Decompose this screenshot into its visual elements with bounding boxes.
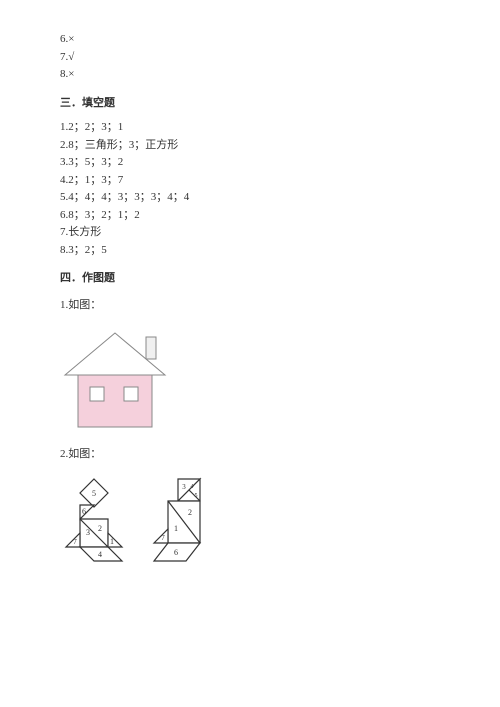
fill-answer: 7.长方形: [60, 224, 440, 241]
figure1-label: 1.如图：: [60, 297, 440, 314]
tf-answer: 8.×: [60, 66, 440, 83]
label: 3: [182, 483, 186, 491]
label: 7: [73, 538, 77, 546]
section3-title: 三．填空题: [60, 95, 440, 112]
label: 2: [98, 524, 102, 533]
chimney: [146, 337, 156, 359]
figure2-label: 2.如图：: [60, 446, 440, 463]
window-right: [124, 387, 138, 401]
label: 4: [98, 550, 102, 559]
section3-answers: 1.2；2；3；1 2.8；三角形；3；正方形 3.3；5；3；2 4.2；1；…: [60, 119, 440, 258]
fill-answer: 8.3；2；5: [60, 242, 440, 259]
fill-answer: 4.2；1；3；7: [60, 172, 440, 189]
wall: [78, 375, 152, 427]
tf-answers-block: 6.× 7.√ 8.×: [60, 31, 440, 83]
window-left: [90, 387, 104, 401]
label: 4: [191, 484, 194, 490]
label: 3: [86, 528, 90, 537]
tangram-svg: 5 6 3 2 7 4 1: [60, 473, 250, 593]
label: 1: [110, 537, 114, 546]
label: 7: [161, 534, 165, 542]
fill-answer: 1.2；2；3；1: [60, 119, 440, 136]
section4-title: 四．作图题: [60, 270, 440, 287]
label: 6: [174, 548, 178, 557]
label: 1: [174, 524, 178, 533]
fill-answer: 2.8；三角形；3；正方形: [60, 137, 440, 154]
tangram-right: 3 4 5 2 1 7 6: [154, 479, 200, 561]
label: 6: [82, 507, 86, 516]
label: 5: [92, 489, 96, 498]
tf-answer: 7.√: [60, 49, 440, 66]
fill-answer: 6.8；3；2；1；2: [60, 207, 440, 224]
fill-answer: 3.3；5；3；2: [60, 154, 440, 171]
house-svg: [60, 331, 180, 436]
fill-answer: 5.4；4；4；3；3；3；4；4: [60, 189, 440, 206]
tangram-left: 5 6 3 2 7 4 1: [66, 479, 122, 561]
tangram-figures: 5 6 3 2 7 4 1: [60, 473, 440, 593]
house-figure: [60, 331, 440, 436]
page-content: 6.× 7.√ 8.× 三．填空题 1.2；2；3；1 2.8；三角形；3；正方…: [0, 0, 500, 623]
tf-answer: 6.×: [60, 31, 440, 48]
label: 2: [188, 508, 192, 517]
label: 5: [195, 493, 198, 499]
